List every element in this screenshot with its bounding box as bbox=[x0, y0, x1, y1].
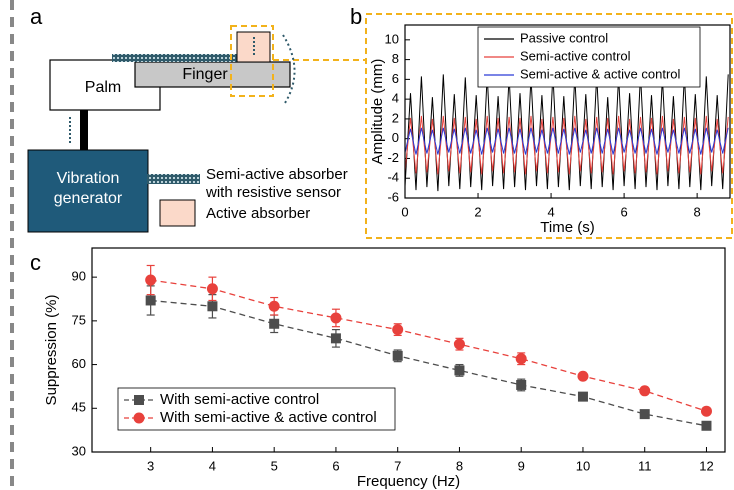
y-tick-label: 10 bbox=[385, 31, 399, 46]
x-axis-title: Time (s) bbox=[540, 219, 594, 236]
legend-box bbox=[117, 387, 396, 431]
finger-label: Finger bbox=[182, 66, 228, 83]
y-tick-label: 75 bbox=[72, 312, 86, 327]
active-absorber bbox=[236, 31, 271, 63]
generator-box bbox=[27, 149, 149, 233]
point bbox=[145, 274, 157, 286]
generator-label: generator bbox=[54, 190, 123, 207]
y-tick-label: 90 bbox=[72, 269, 86, 284]
point bbox=[330, 333, 341, 344]
x-tick-label: 8 bbox=[694, 204, 701, 219]
x-tick-label: 11 bbox=[638, 458, 652, 473]
y-tick-label: -4 bbox=[387, 170, 399, 185]
point bbox=[392, 324, 404, 336]
shaft bbox=[80, 110, 88, 150]
y-tick-label: 60 bbox=[72, 356, 86, 371]
panel-label: a bbox=[30, 4, 43, 29]
x-tick-label: 7 bbox=[394, 458, 401, 473]
legend-mesh bbox=[147, 174, 200, 184]
x-tick-label: 9 bbox=[518, 458, 525, 473]
panel-label: b bbox=[350, 4, 362, 29]
point bbox=[700, 405, 712, 417]
point bbox=[515, 353, 527, 365]
legend-label: With semi-active control bbox=[160, 391, 319, 408]
y-tick-label: 0 bbox=[392, 130, 399, 145]
point bbox=[701, 420, 712, 431]
x-tick-label: 4 bbox=[547, 204, 554, 219]
finger-box bbox=[134, 61, 291, 88]
x-tick-label: 6 bbox=[332, 458, 339, 473]
legend-marker bbox=[134, 395, 144, 405]
generator-label: Vibration bbox=[57, 170, 120, 187]
point bbox=[577, 370, 589, 382]
x-tick-label: 2 bbox=[474, 204, 481, 219]
x-tick-label: 6 bbox=[620, 204, 627, 219]
point bbox=[269, 318, 280, 329]
point bbox=[392, 350, 403, 361]
zoom-box bbox=[230, 25, 274, 97]
series-line bbox=[150, 299, 707, 427]
x-tick-label: 3 bbox=[147, 458, 154, 473]
y-tick-label: 6 bbox=[392, 71, 399, 86]
x-tick-label: 10 bbox=[576, 458, 590, 473]
plot-frame bbox=[91, 247, 726, 453]
arc-arrow bbox=[282, 34, 296, 104]
y-axis-title: Amplitude (mm) bbox=[369, 59, 386, 165]
series-line bbox=[150, 279, 707, 412]
plot-frame bbox=[404, 24, 731, 199]
point bbox=[453, 338, 465, 350]
series-line bbox=[404, 127, 729, 155]
legend-text: Active absorber bbox=[206, 205, 310, 222]
legend-marker bbox=[133, 412, 145, 424]
legend-label: Passive control bbox=[520, 30, 608, 45]
x-axis-title: Frequency (Hz) bbox=[357, 473, 460, 490]
y-tick-label: 45 bbox=[72, 400, 86, 415]
point bbox=[516, 379, 527, 390]
y-tick-label: 2 bbox=[392, 110, 399, 125]
legend-text: with resistive sensor bbox=[205, 184, 341, 201]
legend-label: Semi-active control bbox=[520, 48, 631, 63]
legend-label: Semi-active & active control bbox=[520, 66, 681, 81]
x-tick-label: 0 bbox=[401, 204, 408, 219]
y-tick-label: 4 bbox=[392, 91, 399, 106]
legend-active bbox=[159, 199, 196, 227]
legend-label: With semi-active & active control bbox=[160, 409, 377, 426]
point bbox=[454, 365, 465, 376]
x-tick-label: 5 bbox=[271, 458, 278, 473]
semi-active-strip bbox=[112, 54, 238, 62]
series-line bbox=[404, 115, 729, 175]
x-tick-label: 8 bbox=[456, 458, 463, 473]
diagram: a Palm Finger Vibration generator Semi-a… bbox=[27, 4, 365, 233]
point bbox=[639, 385, 651, 397]
y-tick-label: 8 bbox=[392, 51, 399, 66]
x-tick-label: 12 bbox=[699, 458, 713, 473]
point bbox=[268, 300, 280, 312]
y-tick-label: -6 bbox=[387, 189, 399, 204]
palm-label: Palm bbox=[85, 79, 121, 96]
point bbox=[330, 312, 342, 324]
legend-text: Semi-active absorber bbox=[206, 166, 348, 183]
point bbox=[639, 409, 650, 420]
x-tick-label: 4 bbox=[209, 458, 216, 473]
point bbox=[207, 301, 218, 312]
panel-b-box bbox=[365, 13, 733, 239]
point bbox=[145, 295, 156, 306]
point bbox=[577, 391, 588, 402]
y-axis-title: Suppression (%) bbox=[43, 295, 60, 406]
y-tick-label: 30 bbox=[72, 443, 86, 458]
panel-label: c bbox=[30, 250, 41, 275]
point bbox=[206, 283, 218, 295]
legend-box bbox=[477, 26, 701, 88]
y-tick-label: -2 bbox=[387, 150, 399, 165]
